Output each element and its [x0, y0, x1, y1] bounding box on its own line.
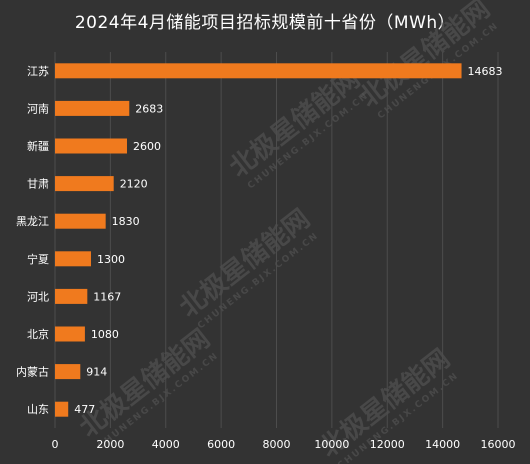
watermark-text: 北极星储能网	[74, 323, 216, 443]
data-label: 2600	[133, 140, 161, 153]
bar	[55, 100, 130, 116]
bar	[55, 138, 127, 154]
category-label: 北京	[27, 327, 49, 341]
x-tick-label: 10000	[314, 438, 349, 451]
x-tick-label: 16000	[481, 438, 516, 451]
category-label: 新疆	[27, 139, 49, 153]
data-label: 1830	[112, 215, 140, 228]
data-label: 14683	[468, 65, 503, 78]
bar	[55, 213, 106, 229]
watermark-text: 北极星储能网	[354, 0, 496, 114]
data-label: 477	[74, 403, 95, 416]
data-label: 1167	[93, 290, 121, 303]
data-label: 1300	[97, 253, 125, 266]
bar	[55, 364, 81, 380]
bar	[55, 63, 462, 79]
category-label: 宁夏	[27, 252, 49, 266]
bar	[55, 251, 91, 267]
bar	[55, 288, 88, 304]
x-tick-label: 12000	[370, 438, 405, 451]
x-tick-labels: 0 2000 4000 6000 8000 10000 12000 14000 16000	[52, 438, 516, 451]
x-tick-label: 0	[52, 438, 59, 451]
data-label: 2683	[135, 102, 163, 115]
x-tick-label: 4000	[152, 438, 180, 451]
category-label: 河北	[27, 290, 49, 303]
bars	[55, 63, 462, 417]
category-label: 山东	[27, 403, 49, 416]
chart-title: 2024年4月储能项目招标规模前十省份（MWh）	[74, 13, 456, 33]
data-label: 2120	[120, 178, 148, 191]
x-tick-label: 14000	[425, 438, 460, 451]
category-label: 江苏	[27, 65, 49, 78]
x-tick-label: 6000	[207, 438, 235, 451]
category-label: 甘肃	[27, 178, 49, 191]
category-label: 内蒙古	[16, 365, 49, 379]
watermark-text: 北极星储能网	[224, 63, 366, 183]
watermark-text: 北极星储能网	[174, 203, 316, 323]
bar	[55, 326, 85, 342]
data-label: 914	[86, 366, 107, 379]
x-tick-label: 8000	[263, 438, 291, 451]
category-label: 黑龙江	[16, 215, 49, 228]
bar	[55, 176, 114, 192]
value-labels: 14683 2683 2600 2120 1830 1300 1167 1080 914 477	[74, 65, 502, 416]
x-tick-label: 2000	[96, 438, 124, 451]
data-label: 1080	[91, 328, 119, 341]
bar	[55, 401, 69, 417]
category-label: 河南	[27, 102, 49, 115]
